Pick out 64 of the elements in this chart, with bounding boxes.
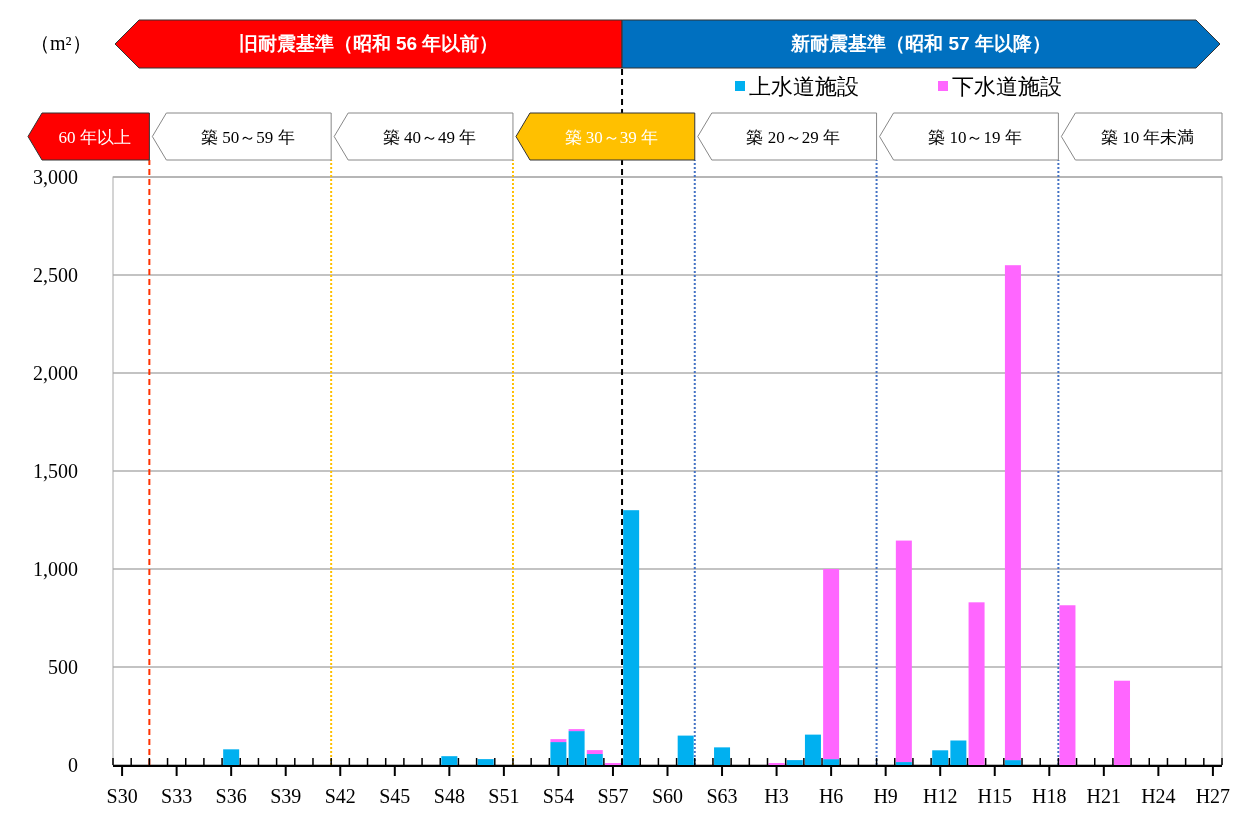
bar [804,734,821,765]
text: 築 30～39 年 [564,127,659,147]
bar [950,740,967,765]
bar [586,750,603,755]
x-tick-label: S42 [324,785,356,807]
y-tick-label: 500 [48,656,78,678]
bar [1114,680,1131,765]
text: 築 40～49 年 [382,127,477,147]
text: （m²） [30,32,92,54]
bar [895,540,912,763]
y-tick-label: 1,500 [33,460,78,482]
x-tick-label: H24 [1141,785,1176,807]
text: 新耐震基準（昭和 57 年以降） [790,33,1051,54]
bar [441,756,458,765]
x-tick-label: S48 [433,785,465,807]
y-tick-label: 1,000 [33,558,78,580]
bar [786,760,803,765]
bar [1004,265,1021,761]
legend-label: 上水道施設 [749,74,859,99]
x-tick-label: H12 [922,785,958,807]
bar [550,742,567,765]
y-tick-label: 2,500 [33,264,78,286]
x-tick-label: S45 [379,785,411,807]
x-tick-label: S54 [542,785,574,807]
text: 築 10～19 年 [928,127,1022,147]
x-tick-label: H15 [977,785,1012,807]
bar [823,759,840,765]
bar [677,735,694,765]
bar [714,747,731,765]
x-tick-label: H9 [873,785,898,807]
text: 築 50～59 年 [201,127,295,147]
x-tick-label: H27 [1195,785,1231,807]
text: 築 20～29 年 [746,127,840,147]
bar [568,731,585,765]
x-tick-label: S60 [651,785,684,807]
y-tick-label: 0 [68,754,78,776]
bar [586,754,603,765]
bar [1004,760,1021,765]
x-tick-label: S39 [270,785,302,807]
y-tick-label: 3,000 [33,166,78,188]
x-tick-label: S33 [161,785,193,807]
x-tick-label: S36 [215,785,247,807]
x-tick-label: H6 [818,785,844,807]
text: 60 年以上 [58,127,131,147]
x-tick-label: H3 [764,785,789,807]
bar [550,739,567,743]
x-tick-label: S30 [106,785,138,807]
bar [932,750,949,765]
x-tick-label: S63 [706,785,738,807]
bar [895,762,912,765]
legend-label: 下水道施設 [952,74,1062,99]
bar [1059,605,1076,765]
text: 築 10 年未満 [1100,127,1195,147]
bar [623,510,640,765]
y-tick-label: 2,000 [33,362,78,384]
x-tick-label: S57 [597,785,629,807]
bar [823,569,840,760]
x-tick-label: S51 [488,785,520,807]
bar [223,749,240,765]
bar [968,602,985,765]
bar [477,759,494,765]
x-tick-label: H21 [1086,785,1122,807]
text: 旧耐震基準（昭和 56 年以前） [238,33,499,54]
x-tick-label: H18 [1032,785,1067,807]
